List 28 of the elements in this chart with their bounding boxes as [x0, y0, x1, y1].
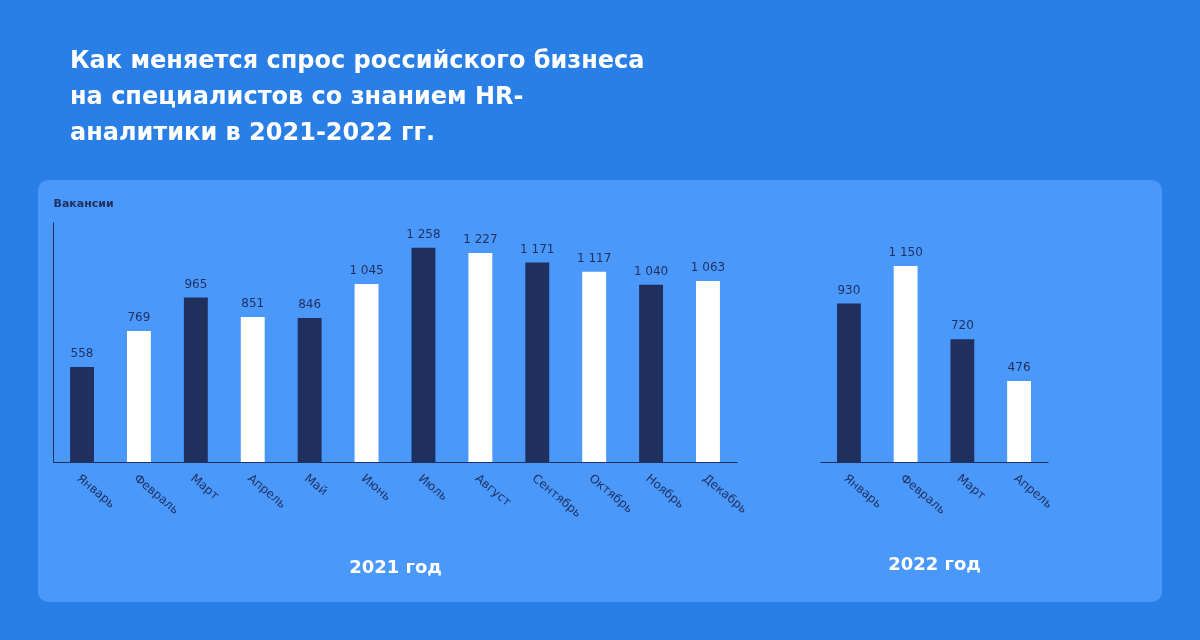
data-label: 476 — [1007, 359, 1031, 374]
data-label: 1 258 — [406, 226, 441, 241]
x-axis-title: 2022 год — [888, 552, 981, 574]
bar — [126, 331, 151, 462]
data-label: 1 171 — [520, 241, 555, 256]
data-label: 1 040 — [633, 263, 669, 278]
bar — [354, 284, 379, 462]
y-axis-title: Вакансии — [53, 196, 114, 210]
data-label: 1 227 — [463, 231, 498, 246]
bar — [582, 271, 607, 462]
data-label: 558 — [70, 345, 94, 360]
chart-title: Как меняется спрос российского бизнеса на специалистов со знанием HR-аналитики в 2021-2022 гг. — [70, 45, 646, 148]
data-label: 846 — [298, 296, 322, 311]
data-label: 1 117 — [576, 250, 612, 265]
data-label: 720 — [950, 318, 974, 333]
bar — [1007, 380, 1031, 462]
data-label: 1 063 — [690, 259, 726, 274]
data-label: 965 — [184, 276, 208, 291]
bar — [893, 266, 918, 462]
data-label: 769 — [127, 310, 151, 325]
bar — [240, 317, 265, 462]
x-axis-title: 2021 год — [349, 556, 442, 578]
data-label: 1 045 — [349, 263, 384, 277]
data-label: 1 150 — [888, 245, 923, 260]
bar — [468, 252, 493, 462]
data-label: 851 — [241, 296, 265, 311]
data-label: 930 — [837, 282, 861, 297]
bar — [696, 280, 720, 462]
